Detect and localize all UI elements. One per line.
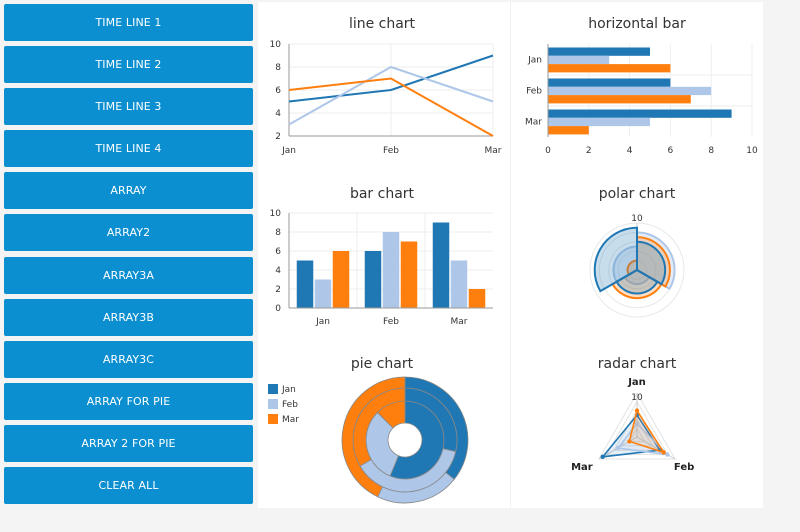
- bar-y-tick-label: 10: [270, 209, 282, 219]
- hbar-bar: [548, 118, 650, 126]
- bar-y-tick-label: 8: [275, 228, 281, 238]
- radar-axis-label: Mar: [571, 462, 593, 473]
- radar-point: [616, 446, 620, 450]
- bar-bar: [433, 223, 450, 309]
- horizontal-bar-title: horizontal bar: [588, 16, 686, 32]
- hbar-bar: [548, 95, 691, 103]
- bar-x-tick-label: Feb: [383, 317, 399, 327]
- bar-bar: [469, 289, 486, 308]
- radar-chart-title: radar chart: [598, 356, 677, 372]
- bar-bar: [401, 242, 418, 309]
- bar-bar: [297, 261, 314, 309]
- pie-legend-label: Jan: [281, 385, 296, 395]
- hbar-bar: [548, 64, 670, 72]
- hbar-bar: [548, 126, 589, 134]
- radar-axis-label: Feb: [674, 462, 694, 473]
- radar-point: [661, 450, 665, 454]
- radar-axis-label: Jan: [627, 377, 646, 388]
- bar-bar: [365, 251, 382, 308]
- pie-legend-label: Feb: [282, 400, 298, 410]
- pie-legend-swatch: [268, 384, 278, 394]
- line-y-tick-label: 4: [275, 109, 281, 119]
- radar-point: [627, 439, 631, 443]
- hbar-x-tick-label: 10: [746, 146, 758, 156]
- hbar-y-tick-label: Jan: [527, 56, 542, 66]
- line-y-tick-label: 2: [275, 132, 281, 142]
- pie-legend-swatch: [268, 414, 278, 424]
- bar-y-tick-label: 4: [275, 266, 281, 276]
- pie-legend-label: Mar: [282, 415, 299, 425]
- hbar-y-tick-label: Feb: [526, 87, 542, 97]
- bar-bar: [333, 251, 350, 308]
- radar-point: [601, 455, 605, 459]
- radar-point: [635, 408, 639, 412]
- radar-chart: 10 Jan Feb Mar: [571, 377, 694, 473]
- line-x-tick-label: Feb: [383, 146, 399, 156]
- bar-bar: [315, 280, 332, 309]
- line-x-tick-label: Mar: [485, 146, 502, 156]
- bar-bar: [451, 261, 468, 309]
- hbar-x-tick-label: 8: [708, 146, 714, 156]
- hbar-bar: [548, 87, 711, 95]
- hbar-bar: [548, 110, 732, 118]
- pie-chart-title: pie chart: [351, 356, 414, 372]
- radar-point: [665, 452, 669, 456]
- line-chart: 2 4 6 8 10 Jan Feb Mar: [270, 40, 502, 156]
- line-y-tick-label: 6: [275, 86, 281, 96]
- bar-y-tick-label: 6: [275, 247, 281, 257]
- line-chart-title: line chart: [349, 16, 416, 32]
- bar-x-tick-label: Jan: [315, 317, 330, 327]
- hbar-bar: [548, 79, 670, 87]
- hbar-y-tick-label: Mar: [525, 118, 542, 128]
- bar-y-tick-label: 0: [275, 304, 281, 314]
- polar-r-tick-label: 10: [631, 214, 643, 224]
- horizontal-bar-chart: 0 2 4 6 8 10 Jan Feb Mar: [525, 44, 758, 156]
- line-x-tick-label: Jan: [281, 146, 296, 156]
- hbar-x-tick-label: 4: [627, 146, 633, 156]
- line-y-tick-label: 10: [270, 40, 282, 50]
- hbar-bar: [548, 56, 609, 64]
- radar-r-tick-label: 10: [631, 393, 643, 403]
- bar-chart-title: bar chart: [350, 186, 415, 202]
- bar-y-tick-label: 2: [275, 285, 281, 295]
- hbar-bar: [548, 48, 650, 56]
- line-y-tick-label: 8: [275, 63, 281, 73]
- hbar-x-tick-label: 0: [545, 146, 551, 156]
- hbar-x-tick-label: 2: [586, 146, 592, 156]
- pie-legend-swatch: [268, 399, 278, 409]
- pie-chart: Jan Feb Mar: [268, 377, 468, 503]
- bar-x-tick-label: Mar: [451, 317, 468, 327]
- hbar-x-tick-label: 6: [668, 146, 674, 156]
- bar-bar: [383, 232, 400, 308]
- bar-chart: 0 2 4 6 8 10 Jan Feb Mar: [270, 209, 493, 327]
- polar-chart-title: polar chart: [599, 186, 676, 202]
- polar-chart: 10: [590, 214, 684, 317]
